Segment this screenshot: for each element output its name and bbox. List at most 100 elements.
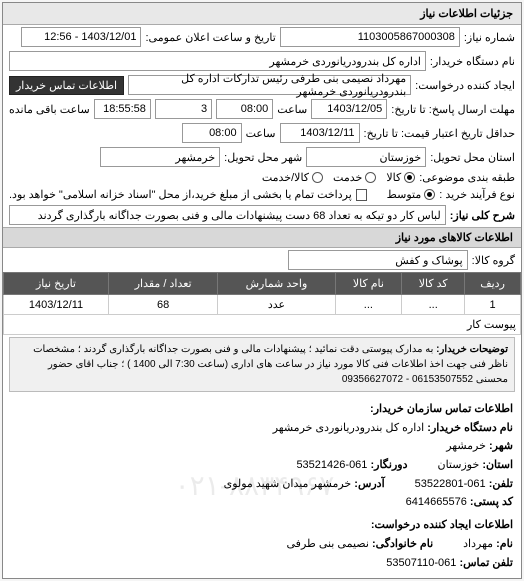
valid-time: 08:00 (182, 123, 242, 143)
row-category: طبقه بندی موضوعی: کالا خدمت کالا/خدمت (3, 169, 521, 186)
radio-dot-icon (365, 172, 376, 183)
deadline-send-time: 08:00 (216, 99, 273, 119)
time-label-1: ساعت (277, 103, 307, 116)
deadline-send-label: مهلت ارسال پاسخ: تا تاریخ: (391, 103, 515, 116)
remaining-days: 3 (155, 99, 212, 119)
valid-label: حداقل تاریخ اعتبار قیمت: تا تاریخ: (364, 127, 515, 140)
buyer-org-value: اداره کل بندرودریانوردی خرمشهر (273, 422, 425, 434)
radio-goods-label: کالا (386, 171, 401, 184)
group-field: پوشاک و کفش (288, 250, 468, 270)
th-qty: تعداد / مقدار (109, 273, 218, 295)
req-creator-title: اطلاعات ایجاد کننده درخواست: (11, 516, 513, 535)
requester-field: مهرداد نصیمی بنی طرفی رئیس تدارکات اداره… (128, 75, 411, 95)
radio-service-label: خدمت (333, 171, 362, 184)
buyer-note-label: توضیحات خریدار: (436, 344, 508, 355)
th-code: کد کالا (402, 273, 465, 295)
radio-both[interactable]: کالا/خدمت (262, 171, 323, 184)
contact-line-postal: کد پستی: 6414665576 (11, 493, 513, 512)
province-label: استان: (482, 459, 513, 471)
cell-name: ... (335, 295, 402, 315)
phone-value: 061-53522801 (415, 478, 486, 490)
contact-line-name: نام: مهرداد نام خانوادگی: نصیمی بنی طرفی (11, 535, 513, 554)
city-value: خرمشهر (446, 440, 486, 452)
radio-both-label: کالا/خدمت (262, 171, 309, 184)
goods-section-title: اطلاعات کالاهای مورد نیاز (3, 227, 521, 248)
deadline-send-date: 1403/12/05 (311, 99, 387, 119)
remaining-time: 18:55:58 (94, 99, 151, 119)
delivery-state: خوزستان (306, 147, 426, 167)
contact-line-phone2: تلفن تماس: 061-53507110 (11, 554, 513, 573)
city-label: شهر: (489, 440, 513, 452)
cell-qty: 68 (109, 295, 218, 315)
name-value: مهرداد (463, 538, 493, 550)
address-label: آدرس: (354, 478, 384, 490)
cell-code: ... (402, 295, 465, 315)
time-label-2: ساعت (246, 127, 276, 140)
contact-buyer-button[interactable]: اطلاعات تماس خریدار (9, 76, 124, 95)
announce-field: 1403/12/01 - 12:56 (21, 27, 141, 47)
radio-medium-label: متوسط (387, 188, 422, 201)
fax-label: دورنگار: (370, 459, 407, 471)
row-need-number: شماره نیاز: 1103005867000308 تاریخ و ساع… (3, 25, 521, 49)
cell-unit: عدد (218, 295, 335, 315)
radio-dot-icon (404, 172, 415, 183)
panel-title: جزئیات اطلاعات نیاز (3, 3, 521, 25)
row-validity: حداقل تاریخ اعتبار قیمت: تا تاریخ: 1403/… (3, 121, 521, 145)
phone-label: تلفن: (489, 478, 513, 490)
cell-date: 1403/12/11 (4, 295, 109, 315)
prepay-checkbox[interactable] (356, 189, 367, 201)
th-date: تاریخ نیاز (4, 273, 109, 295)
row-desc-cell: پیوست کار (4, 315, 521, 335)
need-no-label: شماره نیاز: (464, 31, 515, 44)
radio-service[interactable]: خدمت (333, 171, 376, 184)
org-field: اداره کل بندرودریانوردی خرمشهر (9, 51, 426, 71)
contact-line-phone-address: تلفن: 061-53522801 آدرس: خرمشهر میدان شه… (11, 475, 513, 494)
th-unit: واحد شمارش (218, 273, 335, 295)
surname-value: نصیمی بنی طرفی (287, 538, 369, 550)
delivery-city: خرمشهر (100, 147, 220, 167)
row-deadline-send: مهلت ارسال پاسخ: تا تاریخ: 1403/12/05 سا… (3, 97, 521, 121)
th-index: ردیف (465, 273, 521, 295)
address-value: خرمشهر میدان شهید مولوی (224, 478, 352, 490)
province-value: خوزستان (437, 459, 479, 471)
goods-table: ردیف کد کالا نام کالا واحد شمارش تعداد /… (3, 272, 521, 335)
th-name: نام کالا (335, 273, 402, 295)
cell-index: 1 (465, 295, 521, 315)
row-org: نام دستگاه خریدار: اداره کل بندرودریانور… (3, 49, 521, 73)
remaining-suffix: ساعت باقی مانده (9, 103, 90, 116)
row-purchase-type: نوع فرآیند خرید : متوسط پرداخت تمام یا ب… (3, 186, 521, 203)
buyer-note-box: توضیحات خریدار: به مدارک پیوستی دقت نمائ… (9, 337, 515, 392)
need-no-field: 1103005867000308 (280, 27, 460, 47)
row-need-title: شرح کلی نیاز: لباس کار دو تیکه به تعداد … (3, 203, 521, 227)
row-delivery: استان محل تحویل: خوزستان شهر محل تحویل: … (3, 145, 521, 169)
row-requester: ایجاد کننده درخواست: مهرداد نصیمی بنی طر… (3, 73, 521, 97)
need-title-field: لباس کار دو تیکه به تعداد 68 دست پیشنهاد… (9, 205, 446, 225)
details-panel: جزئیات اطلاعات نیاز شماره نیاز: 11030058… (2, 2, 522, 579)
contact-section: ۰۲۱-۸۸۳۴۹۶۷۰ اطلاعات تماس سازمان خریدار:… (3, 394, 521, 578)
radio-goods[interactable]: کالا (386, 171, 415, 184)
announce-label: تاریخ و ساعت اعلان عمومی: (145, 31, 275, 44)
category-label: طبقه بندی موضوعی: (419, 171, 515, 184)
postal-value: 6414665576 (406, 496, 467, 508)
contact-phone-value: 061-53507110 (386, 557, 456, 569)
surname-label: نام خانوادگی: (372, 538, 433, 550)
category-radio-group: کالا خدمت کالا/خدمت (262, 171, 415, 184)
purchase-type-label: نوع فرآیند خرید : (439, 188, 515, 201)
contact-line-province-fax: استان: خوزستان دورنگار: 061-53521426 (11, 456, 513, 475)
table-header-row: ردیف کد کالا نام کالا واحد شمارش تعداد /… (4, 273, 521, 295)
radio-medium[interactable]: متوسط (387, 188, 436, 201)
delivery-city-label: شهر محل تحویل: (224, 151, 302, 164)
group-label: گروه کالا: (472, 254, 515, 267)
fax-value: 061-53521426 (296, 459, 367, 471)
org-label: نام دستگاه خریدار: (430, 55, 515, 68)
radio-dot-icon (312, 172, 323, 183)
prepay-label: پرداخت تمام یا بخشی از مبلغ خرید،از محل … (9, 188, 352, 201)
delivery-state-label: استان محل تحویل: (430, 151, 515, 164)
name-label: نام: (496, 538, 513, 550)
row-goods-group: گروه کالا: پوشاک و کفش (3, 248, 521, 272)
table-row-desc: پیوست کار (4, 315, 521, 335)
radio-dot-icon (424, 189, 435, 200)
contact-phone-label: تلفن تماس: (459, 557, 513, 569)
contact-line-city: شهر: خرمشهر (11, 437, 513, 456)
requester-label: ایجاد کننده درخواست: (415, 79, 515, 92)
